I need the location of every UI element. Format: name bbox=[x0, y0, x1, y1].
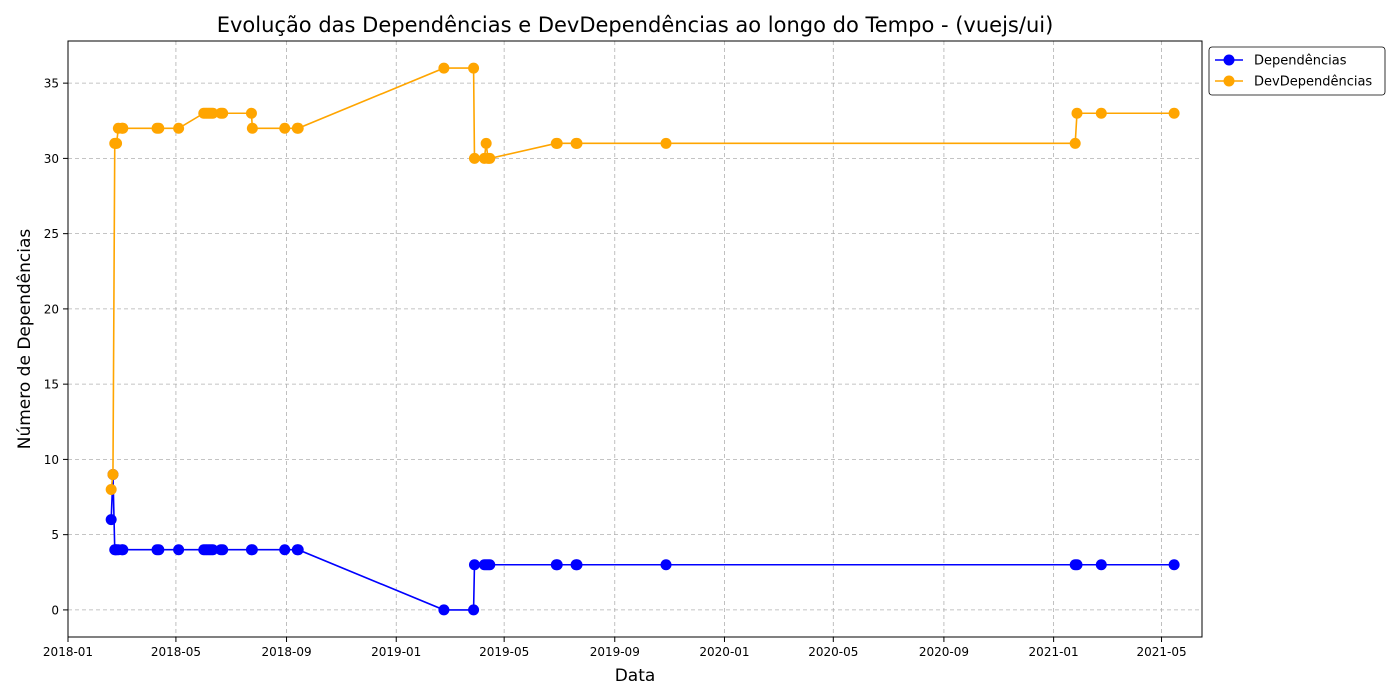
chart-title: Evolução das Dependências e DevDependênc… bbox=[217, 13, 1054, 37]
y-tick-label: 0 bbox=[51, 603, 59, 617]
y-tick-label: 5 bbox=[51, 528, 59, 542]
data-point bbox=[207, 107, 219, 119]
x-tick-label: 2021-05 bbox=[1136, 645, 1186, 659]
y-tick-label: 35 bbox=[44, 77, 59, 91]
x-tick-label: 2020-01 bbox=[699, 645, 749, 659]
x-tick-label: 2019-05 bbox=[479, 645, 529, 659]
y-tick-label: 15 bbox=[44, 378, 59, 392]
data-point bbox=[279, 544, 291, 556]
x-tick-label: 2018-09 bbox=[261, 645, 311, 659]
data-point bbox=[153, 544, 165, 556]
y-tick-label: 20 bbox=[44, 302, 59, 316]
data-point bbox=[246, 122, 258, 134]
x-tick-label: 2019-09 bbox=[590, 645, 640, 659]
data-point bbox=[484, 559, 496, 571]
y-tick-label: 30 bbox=[44, 152, 59, 166]
legend-frame bbox=[1208, 46, 1386, 96]
data-point bbox=[292, 122, 304, 134]
data-point bbox=[245, 107, 257, 119]
data-point bbox=[173, 122, 185, 134]
x-tick-label: 2018-01 bbox=[43, 645, 93, 659]
x-tick-label: 2020-05 bbox=[808, 645, 858, 659]
ticks: 2018-01 2018-05 2018-09 2019-01 2019-05 2019-… bbox=[43, 77, 1187, 659]
data-point bbox=[551, 559, 563, 571]
data-point bbox=[207, 544, 219, 556]
data-point bbox=[1071, 107, 1083, 119]
data-point bbox=[468, 604, 480, 616]
data-point bbox=[660, 137, 672, 149]
data-point bbox=[117, 122, 129, 134]
data-point bbox=[438, 62, 450, 74]
data-point bbox=[279, 122, 291, 134]
y-tick-label: 25 bbox=[44, 227, 59, 241]
data-point bbox=[246, 544, 258, 556]
data-point bbox=[571, 559, 583, 571]
data-point bbox=[660, 559, 672, 571]
data-point bbox=[217, 544, 229, 556]
data-point bbox=[1095, 107, 1107, 119]
data-point bbox=[551, 137, 563, 149]
y-axis-title: Número de Dependências bbox=[15, 229, 35, 450]
data-point bbox=[117, 544, 129, 556]
data-point bbox=[1168, 107, 1180, 119]
data-point bbox=[480, 137, 492, 149]
x-tick-label: 2018-05 bbox=[151, 645, 201, 659]
x-tick-label: 2019-01 bbox=[371, 645, 421, 659]
data-point bbox=[484, 152, 496, 164]
data-point bbox=[107, 468, 119, 480]
legend-label: DevDependências bbox=[1254, 75, 1372, 90]
data-point bbox=[1071, 559, 1083, 571]
data-point bbox=[292, 544, 304, 556]
data-point bbox=[1168, 559, 1180, 571]
data-point bbox=[571, 137, 583, 149]
legend-marker bbox=[1223, 54, 1235, 66]
series-layer bbox=[105, 62, 1180, 616]
x-axis-title: Data bbox=[615, 666, 656, 686]
y-tick-label: 10 bbox=[44, 453, 59, 467]
data-point bbox=[173, 544, 185, 556]
data-point bbox=[105, 484, 117, 496]
data-point bbox=[1069, 137, 1081, 149]
data-point bbox=[217, 107, 229, 119]
data-point bbox=[105, 514, 117, 526]
data-point bbox=[111, 137, 123, 149]
data-point bbox=[468, 559, 480, 571]
x-tick-label: 2021-01 bbox=[1029, 645, 1079, 659]
series-2 bbox=[105, 62, 1180, 496]
data-point bbox=[153, 122, 165, 134]
data-point bbox=[468, 62, 480, 74]
grid bbox=[67, 41, 1202, 637]
series-1 bbox=[105, 468, 1180, 616]
legend-marker bbox=[1223, 75, 1235, 87]
data-point bbox=[438, 604, 450, 616]
x-tick-label: 2020-09 bbox=[919, 645, 969, 659]
legend-label: Dependências bbox=[1254, 54, 1347, 69]
data-point bbox=[468, 152, 480, 164]
legend: Dependências DevDependências bbox=[1208, 46, 1386, 96]
plot-frame bbox=[67, 40, 1203, 638]
data-point bbox=[1095, 559, 1107, 571]
